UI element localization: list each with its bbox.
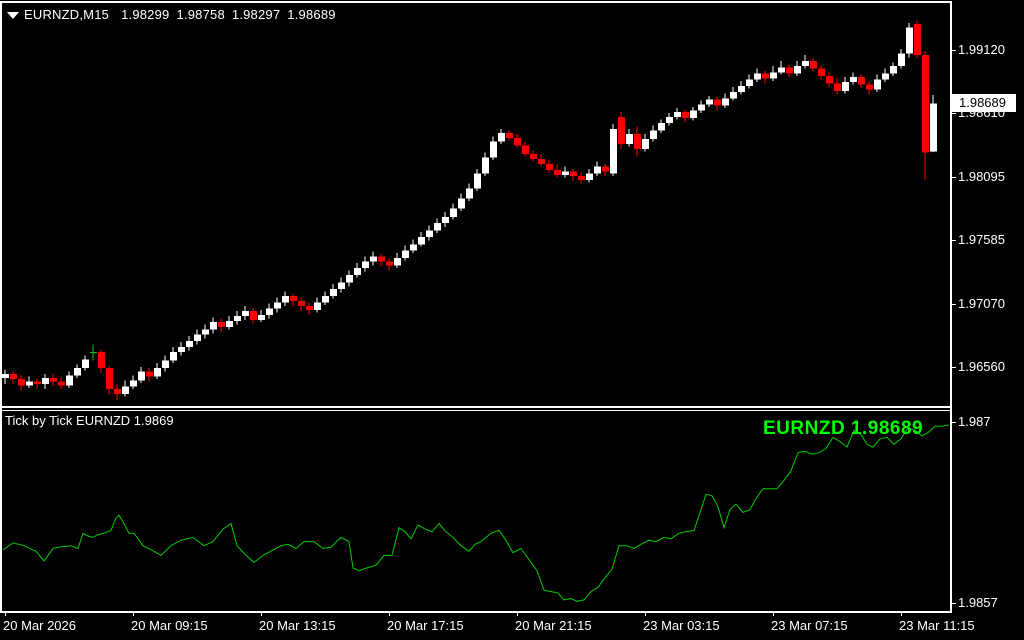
time-axis-label: 23 Mar 03:15: [643, 618, 720, 633]
symbol-dropdown-icon[interactable]: [7, 12, 19, 19]
time-axis-label: 23 Mar 07:15: [771, 618, 848, 633]
price-tick-mark: [951, 113, 956, 114]
tick-subwindow-pane[interactable]: [1, 411, 951, 611]
indicator-title: Tick by Tick EURNZD 1.9869: [5, 413, 174, 428]
subwindow-border-bottom: [0, 611, 952, 613]
price-axis-label: 1.98095: [958, 169, 1005, 184]
time-tick-mark: [5, 612, 6, 616]
close-value: 1.98689: [287, 7, 336, 22]
time-tick-mark: [645, 612, 646, 616]
price-axis-label: 1.97585: [958, 232, 1005, 247]
time-tick-mark: [773, 612, 774, 616]
time-axis-label: 20 Mar 21:15: [515, 618, 592, 633]
time-tick-mark: [517, 612, 518, 616]
time-axis-label: 23 Mar 11:15: [899, 618, 975, 633]
chart-ohlc-title: EURNZD,M15 1.98299 1.98758 1.98297 1.98689: [24, 7, 343, 22]
price-tick-mark: [951, 50, 956, 51]
time-axis-label: 20 Mar 13:15: [259, 618, 336, 633]
pane-divider[interactable]: [0, 406, 952, 408]
symbol-period-label: EURNZD,M15: [24, 7, 110, 22]
price-axis-label: 1.99120: [958, 42, 1005, 57]
price-tick-mark: [951, 240, 956, 241]
sub-price-axis-label: 1.9857: [958, 595, 998, 610]
sub-price-tick-mark: [951, 603, 956, 604]
window-border-left: [0, 1, 2, 612]
time-axis-label: 20 Mar 2026: [3, 618, 76, 633]
current-price-box: 1.98689: [952, 94, 1016, 112]
time-axis-label: 20 Mar 17:15: [387, 618, 464, 633]
price-tick-mark: [951, 304, 956, 305]
time-tick-mark: [389, 612, 390, 616]
price-axis-label: 1.97070: [958, 296, 1005, 311]
time-axis-label: 20 Mar 09:15: [131, 618, 208, 633]
time-tick-mark: [133, 612, 134, 616]
window-border-top: [0, 1, 952, 3]
subwindow-border-top: [0, 410, 952, 411]
time-tick-mark: [261, 612, 262, 616]
sub-price-tick-mark: [951, 422, 956, 423]
open-value: 1.98299: [121, 7, 170, 22]
time-tick-mark: [901, 612, 902, 616]
indicator-symbol-price-label: EURNZD 1.98689: [763, 418, 924, 439]
low-value: 1.98297: [231, 7, 281, 22]
high-value: 1.98758: [176, 7, 225, 22]
price-tick-mark: [951, 177, 956, 178]
sub-price-axis-label: 1.987: [958, 414, 991, 429]
price-tick-mark: [951, 367, 956, 368]
window-border-right: [950, 1, 952, 612]
price-axis-label: 1.96560: [958, 359, 1005, 374]
main-chart-pane[interactable]: [0, 0, 951, 407]
